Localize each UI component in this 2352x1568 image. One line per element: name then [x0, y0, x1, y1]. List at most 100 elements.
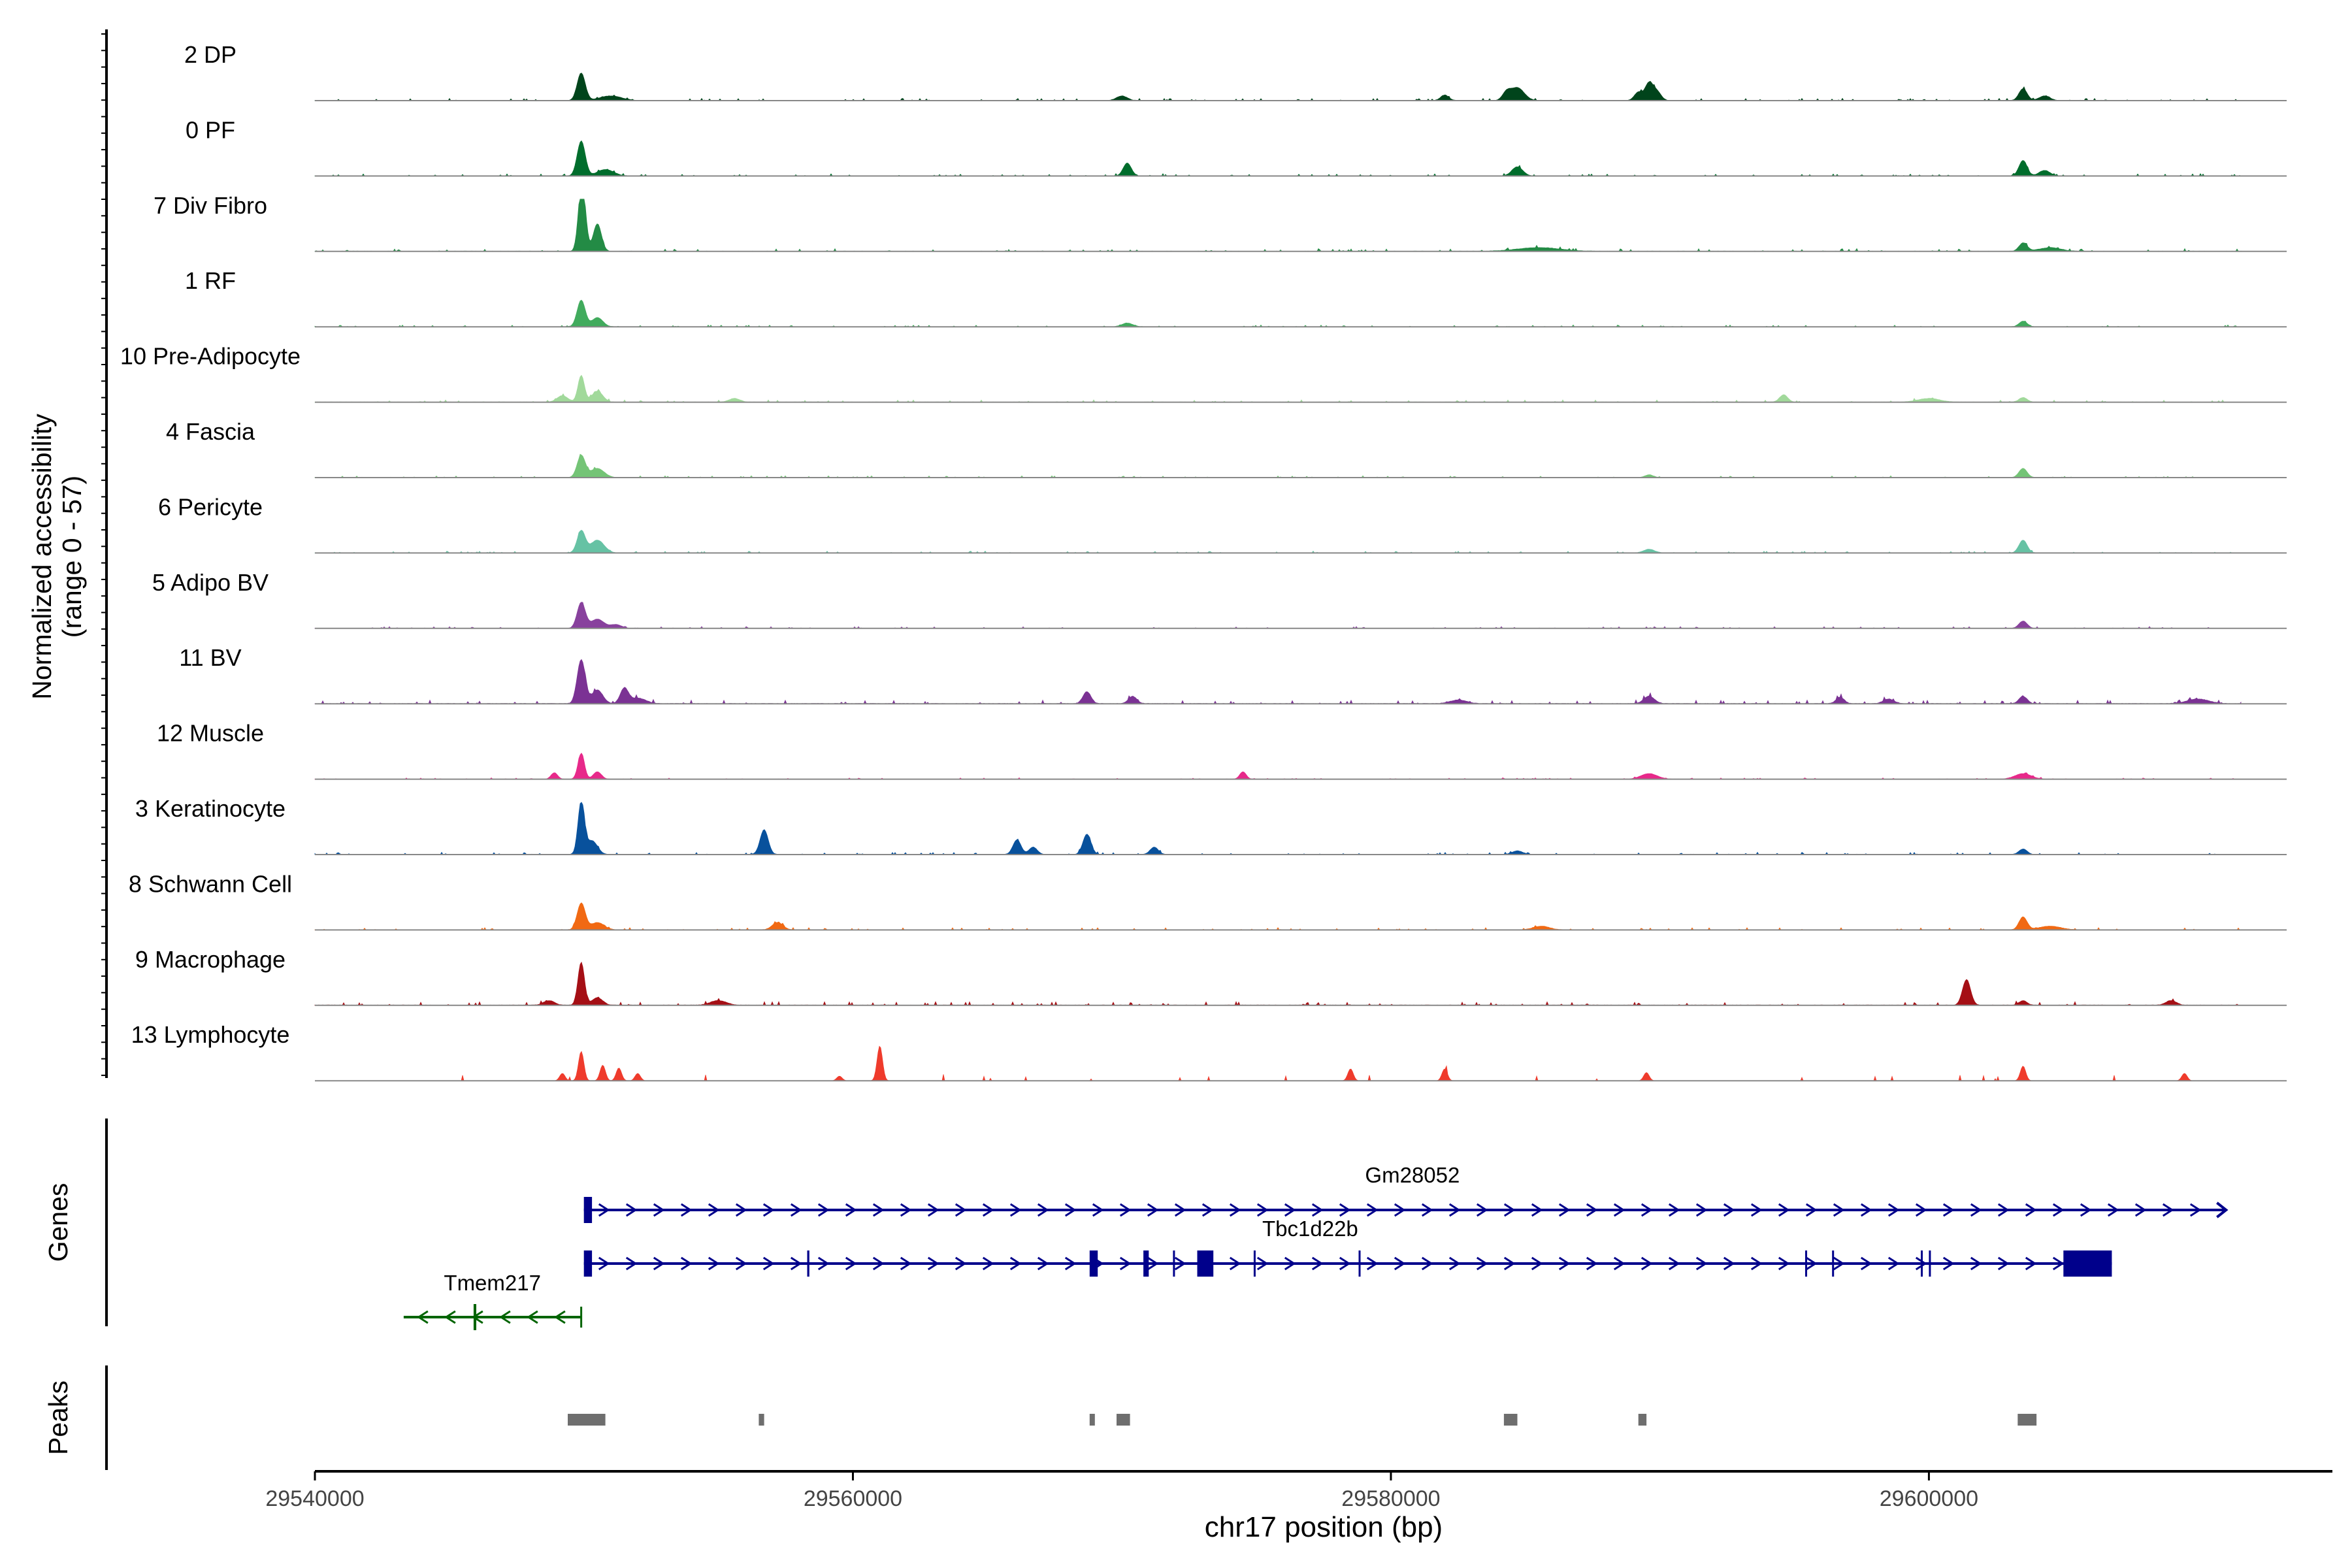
strand-arrow [927, 1203, 939, 1217]
track-label: 13 Lymphocyte [131, 1021, 290, 1048]
strand-arrow [625, 1203, 638, 1217]
strand-arrow [527, 1310, 538, 1324]
exon [1173, 1250, 1175, 1277]
strand-arrow [1641, 1256, 1653, 1271]
strand-arrow [790, 1256, 802, 1271]
strand-arrow [900, 1203, 912, 1217]
peak-region [759, 1414, 764, 1426]
coverage-signal [314, 961, 2242, 1006]
exon [1929, 1250, 1931, 1277]
track-label: 9 Macrophage [135, 946, 286, 973]
coverage-signal [315, 1045, 2241, 1082]
coverage-track: 5 Adipo BV [152, 569, 2287, 629]
coverage-signal [314, 802, 2242, 855]
strand-arrow [1833, 1203, 1845, 1217]
exon [1832, 1250, 1835, 1277]
exon [1197, 1250, 1214, 1277]
strand-arrow [1833, 1256, 1845, 1271]
coverage-track: 3 Keratinocyte [135, 795, 2287, 855]
strand-arrow [1860, 1203, 1872, 1217]
strand-arrow [1531, 1256, 1543, 1271]
x-tick-label: 29560000 [804, 1486, 902, 1511]
track-label: 12 Muscle [157, 720, 264, 747]
strand-arrow [1723, 1256, 1735, 1271]
track-label: 11 BV [179, 644, 241, 671]
coverage-signal [314, 299, 2242, 327]
strand-arrow [1037, 1203, 1049, 1217]
strand-arrow [900, 1256, 912, 1271]
strand-arrow [955, 1256, 967, 1271]
strand-arrow [982, 1256, 994, 1271]
coverage-signal [314, 602, 2242, 629]
strand-arrow [1558, 1256, 1571, 1271]
strand-arrow [1366, 1256, 1379, 1271]
strand-arrow [1394, 1256, 1406, 1271]
coverage-signal [314, 453, 2242, 478]
strand-arrow [1366, 1203, 1379, 1217]
strand-arrow [1476, 1203, 1488, 1217]
strand-arrow [653, 1203, 665, 1217]
coverage-track: 13 Lymphocyte [131, 1021, 2287, 1082]
track-label: 8 Schwann Cell [129, 870, 292, 897]
strand-arrow [417, 1310, 429, 1324]
gene-label: Tbc1d22b [1262, 1217, 1358, 1241]
strand-arrow [872, 1256, 885, 1271]
strand-arrow [1064, 1203, 1077, 1217]
strand-arrow [1339, 1256, 1351, 1271]
strand-arrow [2134, 1203, 2147, 1217]
coverage-track: 6 Pericyte [158, 493, 2287, 554]
strand-arrow [680, 1256, 693, 1271]
gene-label: Tmem217 [444, 1271, 541, 1295]
peak-region [1638, 1414, 1647, 1426]
track-label: 10 Pre-Adipocyte [120, 343, 301, 370]
coverage-track: 9 Macrophage [135, 946, 2287, 1006]
strand-arrow [1174, 1256, 1186, 1271]
coverage-signal [314, 73, 2242, 101]
strand-arrow [1778, 1203, 1790, 1217]
strand-arrow [2080, 1203, 2092, 1217]
strand-arrow [1421, 1203, 1433, 1217]
x-axis-ticks: 29540000 29560000 29580000 29600000 [265, 1471, 1978, 1511]
strand-arrow [927, 1256, 939, 1271]
strand-arrow [1421, 1256, 1433, 1271]
x-axis-label: chr17 position (bp) [1205, 1511, 1443, 1543]
coverage-signal [314, 753, 2242, 780]
strand-arrow [1009, 1203, 1022, 1217]
peak-region [1089, 1414, 1095, 1426]
strand-arrow [1723, 1203, 1735, 1217]
track-label: 3 Keratinocyte [135, 795, 286, 822]
strand-arrow [735, 1256, 747, 1271]
coverage-track: 7 Div Fibro [154, 192, 2287, 252]
strand-arrow [1256, 1256, 1269, 1271]
strand-arrow [1284, 1203, 1296, 1217]
strand-arrow [1119, 1203, 1132, 1217]
strand-arrow [845, 1256, 857, 1271]
strand-arrow [1311, 1256, 1324, 1271]
exon [1805, 1250, 1807, 1277]
strand-arrow [1997, 1256, 2010, 1271]
peak-region [1117, 1414, 1130, 1426]
strand-arrow [1613, 1256, 1625, 1271]
coverage-track: 8 Schwann Cell [129, 870, 2287, 931]
coverage-signal [314, 902, 2242, 930]
strand-arrow [2025, 1203, 2037, 1217]
peak-regions-track [568, 1414, 2037, 1426]
exon [1921, 1250, 1923, 1277]
exon [583, 1250, 593, 1277]
strand-arrow [2107, 1203, 2119, 1217]
peak-region [1503, 1414, 1518, 1426]
coverage-track: 10 Pre-Adipocyte [120, 343, 2287, 403]
peak-region [568, 1414, 606, 1426]
strand-arrow [1558, 1203, 1571, 1217]
coverage-track: 1 RF [185, 267, 2287, 328]
strand-arrow [1339, 1203, 1351, 1217]
coverage-tracks: 2 DP 0 PF 7 Div Fibro 1 RF 10 Pre-Adipocyte 4… [120, 41, 2287, 1082]
strand-arrow [1750, 1256, 1763, 1271]
strand-arrow [1997, 1203, 2010, 1217]
strand-arrow [1064, 1256, 1077, 1271]
strand-arrow [1448, 1203, 1461, 1217]
strand-arrow [1503, 1256, 1516, 1271]
track-label: 5 Adipo BV [152, 569, 269, 596]
strand-arrow [1147, 1256, 1159, 1271]
gene-model: Gm28052 [583, 1163, 2229, 1223]
